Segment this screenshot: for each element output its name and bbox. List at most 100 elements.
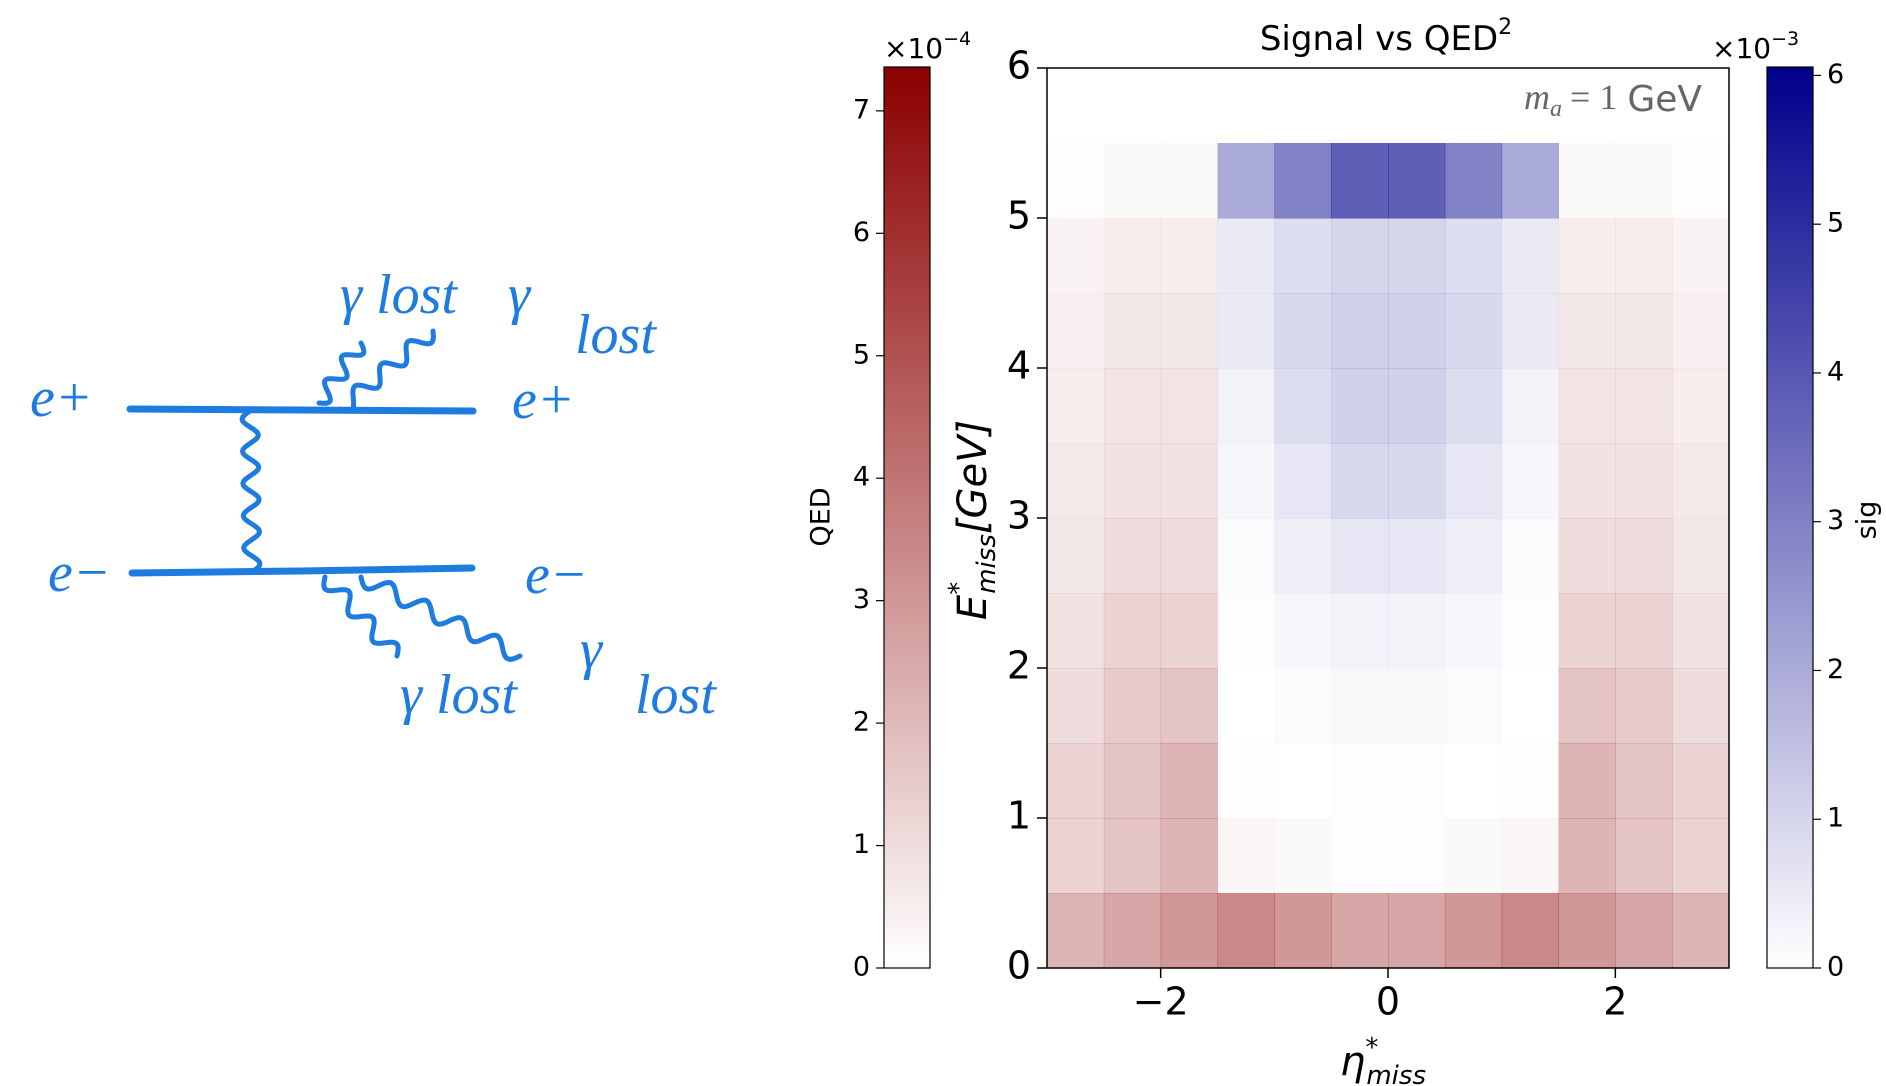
x-tick-label: −2 (1133, 980, 1189, 1024)
photon (239, 408, 263, 575)
diagram-label: e+ (512, 369, 575, 431)
heatmap-cell (1615, 668, 1673, 744)
heatmap-cell (1047, 893, 1104, 969)
heatmap-cell (1388, 218, 1446, 294)
heatmap-cell (1047, 143, 1104, 219)
heatmap-cell (1160, 518, 1218, 594)
annotation-equals: = 1 (1570, 77, 1617, 117)
heatmap-cell (1672, 668, 1730, 744)
heatmap-cell (1445, 743, 1502, 819)
annotation-symbol: m (1524, 77, 1550, 117)
heatmap-cell (1331, 293, 1389, 369)
heatmap-cell (1104, 743, 1161, 819)
heatmap-cell (1274, 893, 1332, 969)
heatmap-cell (1047, 893, 1105, 969)
heatmap-cell (1615, 518, 1673, 594)
heatmap-cell (1104, 143, 1161, 219)
heatmap-cell (1331, 893, 1388, 969)
heatmap-cell (1274, 743, 1331, 819)
heatmap-cell (1502, 593, 1559, 669)
heatmap-cell (1615, 893, 1673, 969)
annotation-subscript: a (1550, 96, 1562, 122)
heatmap-cell (1672, 893, 1730, 969)
heatmap-cell (1274, 443, 1332, 519)
heatmap-cell (1218, 668, 1275, 744)
heatmap-cell (1161, 218, 1218, 294)
diagram-label: lost (635, 664, 717, 726)
heatmap-cell (1274, 893, 1331, 969)
heatmap-cell (1672, 368, 1730, 444)
heatmap-cell (1615, 668, 1672, 744)
heatmap-cell (1559, 293, 1616, 369)
heatmap-cell (1615, 593, 1673, 669)
heatmap-cell (1672, 368, 1729, 444)
heatmap-cell (1558, 293, 1616, 369)
heatmap-cell (1388, 68, 1445, 144)
heatmap-cell (1331, 893, 1389, 969)
heatmap-cell (1160, 218, 1218, 294)
heatmap-cell (1615, 443, 1672, 519)
heatmap-cell (1217, 143, 1275, 219)
y-tick-label: 4 (1007, 344, 1031, 388)
heatmap-cell (1047, 293, 1105, 369)
heatmap-cell (1274, 68, 1331, 144)
heatmap-cell (1445, 893, 1502, 969)
heatmap-cell (1445, 818, 1502, 894)
heatmap-cell (1388, 443, 1446, 519)
heatmap-cell (1331, 668, 1388, 744)
heatmap-cell (1047, 293, 1104, 369)
heatmap-cell (1103, 518, 1162, 594)
colorbar-tick-label: 2 (1827, 654, 1844, 685)
colorbar-tick-label: 4 (1827, 356, 1844, 387)
heatmap-cell (1103, 593, 1162, 669)
heatmap-cell (1218, 68, 1275, 144)
heatmap-cell (1274, 368, 1332, 444)
heatmap-cell (1274, 518, 1332, 594)
heatmap-cell (1559, 443, 1616, 519)
heatmap-cell (1047, 668, 1104, 744)
annotation-unit: GeV (1627, 79, 1702, 120)
heatmap-cell (1501, 368, 1559, 444)
heatmap-cell (1047, 593, 1105, 669)
heatmap-cell (1445, 593, 1502, 669)
heatmap-cell (1559, 143, 1616, 219)
colorbar-label-group: sig (1852, 501, 1883, 540)
heatmap-cell (1615, 218, 1673, 294)
colorbar-offset: ×10−4 (884, 28, 971, 66)
heatmap-cell (1160, 368, 1218, 444)
heatmap-cell (1672, 218, 1729, 294)
heatmap-cell (1615, 818, 1672, 894)
heatmap-cell (1558, 518, 1616, 594)
heatmap-cell (1672, 443, 1730, 519)
heatmap-cell (1559, 368, 1616, 444)
heatmap-cell (1388, 743, 1445, 819)
heatmap-cell (1161, 443, 1218, 519)
heatmap-cell (1672, 743, 1730, 819)
heatmap-cell (1559, 518, 1616, 594)
heatmap-cell (1331, 143, 1389, 219)
colorbar-tick-label: 6 (853, 217, 870, 248)
heatmap-cell (1502, 443, 1559, 519)
photon (316, 340, 367, 406)
heatmap-cell (1103, 668, 1162, 744)
y-tick-label: 0 (1007, 944, 1031, 988)
heatmap-cell (1160, 593, 1218, 669)
heatmap-cell (1672, 293, 1729, 369)
title-text: Signal vs QED (1260, 19, 1498, 59)
heatmap-cell (1672, 518, 1730, 594)
heatmap-cell (1558, 218, 1616, 294)
heatmap-cell (1160, 443, 1218, 519)
heatmap-cell (1103, 818, 1162, 894)
x-tick-label: 2 (1603, 980, 1627, 1024)
y-label-subscript: miss (972, 534, 1002, 594)
heatmap-cell (1672, 818, 1729, 894)
heatmap-cell (1104, 218, 1161, 294)
y-tick-label: 6 (1007, 44, 1031, 88)
heatmap-cell (1615, 293, 1672, 369)
heatmap-cell (1672, 218, 1730, 294)
heatmap-cell (1388, 143, 1446, 219)
heatmap-cell (1104, 443, 1161, 519)
heatmap-cell (1047, 368, 1105, 444)
heatmap-cell (1559, 743, 1616, 819)
